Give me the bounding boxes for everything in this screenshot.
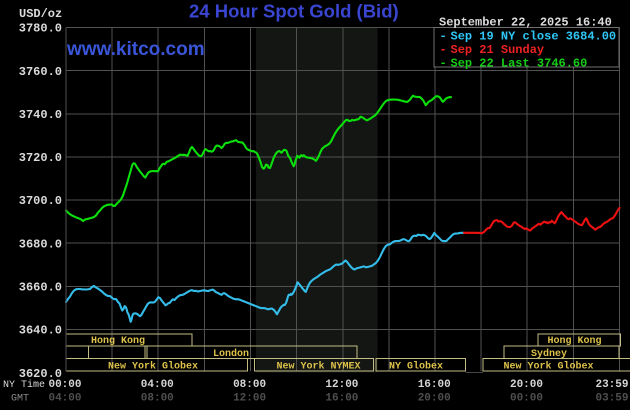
svg-text:New York Globex: New York Globex — [503, 360, 593, 372]
svg-text:3640.0: 3640.0 — [19, 324, 62, 338]
svg-text:16:00: 16:00 — [325, 392, 358, 404]
svg-text:3760.0: 3760.0 — [19, 65, 62, 79]
svg-text:Sep 22 Last 3746.60: Sep 22 Last 3746.60 — [451, 57, 588, 71]
svg-text:Sydney: Sydney — [531, 348, 567, 360]
svg-text:3680.0: 3680.0 — [19, 237, 62, 251]
svg-text:00:00: 00:00 — [510, 392, 543, 404]
svg-text:04:00: 04:00 — [48, 392, 81, 404]
svg-text:-: - — [440, 43, 447, 57]
svg-text:3780.0: 3780.0 — [19, 22, 62, 36]
svg-text:04:00: 04:00 — [141, 379, 174, 391]
svg-text:3660.0: 3660.0 — [19, 281, 62, 295]
svg-text:London: London — [213, 348, 249, 360]
svg-text:-: - — [440, 30, 447, 44]
svg-text:00:00: 00:00 — [48, 379, 81, 391]
svg-text:3740.0: 3740.0 — [19, 108, 62, 122]
svg-text:3700.0: 3700.0 — [19, 194, 62, 208]
svg-text:New York Globex: New York Globex — [108, 360, 198, 372]
svg-text:16:00: 16:00 — [418, 379, 451, 391]
svg-text:NY Time: NY Time — [3, 379, 45, 391]
svg-text:New York NYMEX: New York NYMEX — [276, 360, 360, 372]
svg-text:Hong Kong: Hong Kong — [91, 336, 145, 347]
svg-text:08:00: 08:00 — [141, 392, 174, 404]
svg-text:20:00: 20:00 — [418, 392, 451, 404]
svg-text:24 Hour Spot Gold (Bid): 24 Hour Spot Gold (Bid) — [189, 1, 399, 22]
svg-text:Sep 21 Sunday: Sep 21 Sunday — [451, 43, 545, 57]
svg-text:08:00: 08:00 — [233, 379, 266, 391]
svg-text:Hong Kong: Hong Kong — [547, 336, 601, 347]
svg-text:03:59: 03:59 — [595, 392, 628, 404]
svg-text:Sep 19 NY close 3684.00: Sep 19 NY close 3684.00 — [451, 30, 617, 44]
svg-text:3720.0: 3720.0 — [19, 151, 62, 165]
svg-text:NY Globex: NY Globex — [389, 360, 443, 372]
svg-text:23:59: 23:59 — [595, 379, 628, 391]
svg-text:www.kitco.com: www.kitco.com — [66, 39, 205, 60]
svg-text:3620.0: 3620.0 — [19, 367, 62, 381]
svg-text:20:00: 20:00 — [510, 379, 543, 391]
svg-text:-: - — [440, 57, 447, 71]
svg-text:12:00: 12:00 — [325, 379, 358, 391]
svg-text:USD/oz: USD/oz — [19, 7, 62, 21]
svg-text:September 22, 2025 16:40: September 22, 2025 16:40 — [439, 16, 612, 30]
svg-text:12:00: 12:00 — [233, 392, 266, 404]
svg-text:GMT: GMT — [11, 393, 29, 404]
